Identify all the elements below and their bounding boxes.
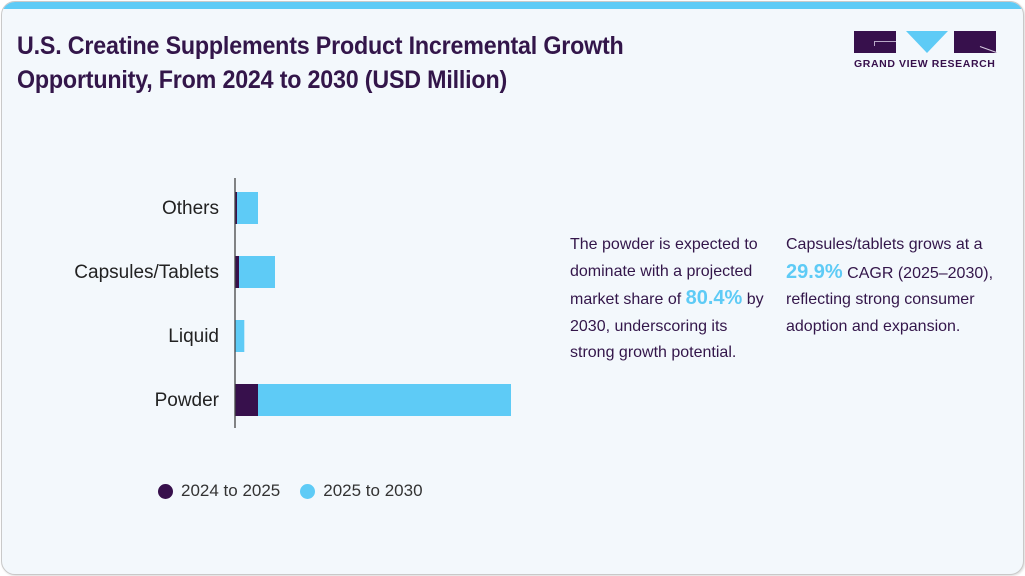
logo-block-g-icon <box>854 31 896 53</box>
bar-powder-2025-2030 <box>258 384 511 416</box>
logo-line <box>874 41 875 46</box>
capsules-cagr-highlight: 29.9% <box>786 260 843 283</box>
legend-dot-icon <box>300 483 316 499</box>
capsules-insight-text: Capsules/tablets grows at a <box>786 236 983 253</box>
legend-label: 2025 to 2030 <box>323 481 423 500</box>
bar-others-2024-2025 <box>235 192 237 224</box>
legend-item-2024-2025: 2024 to 2025 <box>158 481 280 501</box>
bar-capsules-tablets-2025-2030 <box>239 256 275 288</box>
legend-dot-icon <box>158 483 173 499</box>
legend-label: 2024 to 2025 <box>181 481 281 500</box>
logo-line <box>874 41 896 42</box>
capsules-insight: Capsules/tablets grows at a 29.9% CAGR (… <box>786 232 996 340</box>
chart-title: U.S. Creatine Supplements Product Increm… <box>17 32 624 94</box>
category-label: Liquid <box>168 326 219 347</box>
category-label: Others <box>162 198 219 219</box>
powder-share-highlight: 80.4% <box>685 287 743 309</box>
legend-item-2025-2030: 2025 to 2030 <box>300 481 423 501</box>
logo-triangle-icon <box>906 31 948 53</box>
brand-name: GRAND VIEW RESEARCH <box>854 58 996 70</box>
brand-logo: GRAND VIEW RESEARCH <box>854 31 998 73</box>
powder-insight-text-end: by 2030, underscoring its strong growth … <box>570 291 764 361</box>
powder-insight: The powder is expected to dominate with … <box>570 232 770 367</box>
bar-capsules-tablets-2024-2025 <box>235 256 239 288</box>
top-accent-bar <box>2 2 1023 9</box>
capsules-insight-text-end: CAGR (2025–2030), reflecting strong cons… <box>786 264 994 335</box>
category-label: Powder <box>155 390 220 411</box>
bar-powder-2024-2025 <box>235 384 258 416</box>
bar-liquid-2025-2030 <box>235 320 245 352</box>
powder-insight-text: The powder is expected to dominate with … <box>570 236 758 308</box>
category-label: Capsules/Tablets <box>74 262 219 283</box>
chart-legend: 2024 to 2025 2025 to 2030 <box>158 481 443 501</box>
bar-others-2025-2030 <box>237 192 258 224</box>
